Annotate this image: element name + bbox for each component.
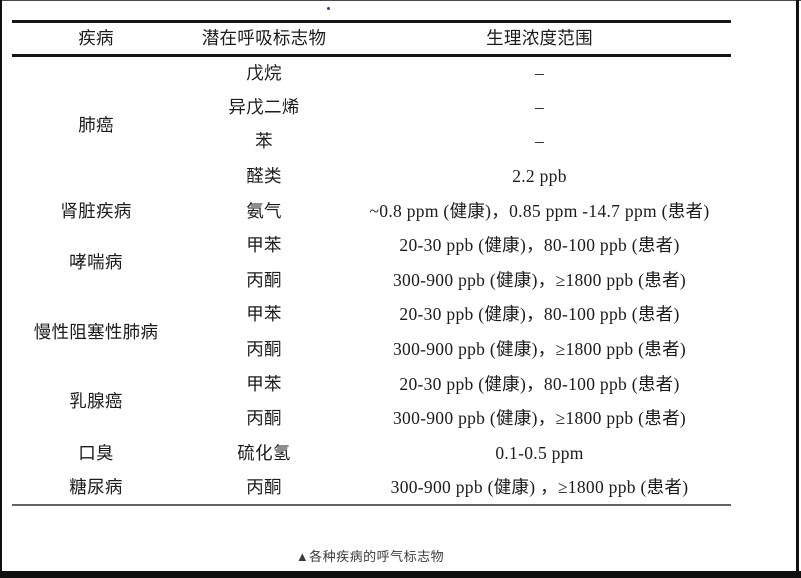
table-row: 口臭 硫化氢 0.1-0.5 ppm <box>12 436 731 471</box>
disease-cell: 慢性阻塞性肺病 <box>33 321 159 342</box>
marker-cell: 丙酮 <box>246 269 282 290</box>
marker-cell: 苯 <box>255 131 273 152</box>
disease-cell: 糖尿病 <box>69 476 123 497</box>
page-border-bottom <box>0 571 801 578</box>
marker-cell: 甲苯 <box>246 373 282 394</box>
disease-cell: 乳腺癌 <box>69 390 123 411</box>
disease-cell: 肾脏疾病 <box>60 200 132 221</box>
breath-markers-table-body: 肺癌 戊烷 – 异戊二烯 – 苯 – 醛类 2.2 ppb 肾脏疾病 氨气 ~0.8 ppm (健康)… <box>12 56 731 506</box>
table-row: 肾脏疾病 氨气 ~0.8 ppm (健康)，0.85 ppm -14.7 ppm (… <box>12 194 731 229</box>
marker-cell: 异戊二烯 <box>228 96 300 117</box>
scan-artifact-dot <box>327 7 330 10</box>
range-cell: 300-900 ppb (健康)，≥1800 ppb (患者) <box>392 408 687 429</box>
table-row: 乳腺癌 甲苯 20-30 ppb (健康)，80-100 ppb (患者) <box>12 367 731 410</box>
page-border-left <box>0 0 2 578</box>
marker-cell: 硫化氢 <box>237 442 291 463</box>
marker-cell: 甲苯 <box>246 235 282 256</box>
range-cell: – <box>534 62 545 83</box>
marker-cell: 甲苯 <box>246 304 282 325</box>
marker-cell: 氨气 <box>246 200 282 221</box>
table-row: 醛类 2.2 ppb <box>12 159 731 194</box>
range-cell: 300-900 ppb (健康)，≥1800 ppb (患者) <box>392 338 687 359</box>
column-header-marker: 潜在呼吸标志物 <box>180 21 348 57</box>
table-row: 苯 – <box>12 125 731 160</box>
disease-cell: 肺癌 <box>78 114 114 135</box>
table-row: 丙酮 300-900 ppb (健康)，≥1800 ppb (患者) <box>12 332 731 367</box>
table-row: 糖尿病 丙酮 300-900 ppb (健康) ，≥1800 ppb (患者) <box>12 471 731 506</box>
range-cell: 300-900 ppb (健康)，≥1800 ppb (患者) <box>392 269 687 290</box>
header-row: 疾病 潜在呼吸标志物 生理浓度范围 <box>12 21 731 57</box>
page-border-right <box>796 0 799 578</box>
table-caption: ▲各种疾病的呼气标志物 <box>295 549 445 564</box>
range-cell: – <box>534 96 545 117</box>
range-cell: 2.2 ppb <box>512 165 567 186</box>
column-header-disease: 疾病 <box>12 21 180 57</box>
marker-cell: 丙酮 <box>246 476 282 497</box>
table-row: 肺癌 戊烷 – <box>12 56 731 134</box>
range-cell: ~0.8 ppm (健康)，0.85 ppm -14.7 ppm (患者) <box>369 200 710 221</box>
range-cell: 20-30 ppb (健康)，80-100 ppb (患者) <box>399 373 680 394</box>
breath-markers-table: 疾病 潜在呼吸标志物 生理浓度范围 肺癌 戊烷 – 异戊二烯 – 苯 – 醛类 2.2 ppb 肾… <box>12 20 731 507</box>
marker-cell: 戊烷 <box>246 62 282 83</box>
range-cell: 300-900 ppb (健康) ，≥1800 ppb (患者) <box>390 476 689 497</box>
table-row: 丙酮 300-900 ppb (健康)，≥1800 ppb (患者) <box>12 263 731 298</box>
table-row: 慢性阻塞性肺病 甲苯 20-30 ppb (健康)，80-100 ppb (患者) <box>12 298 731 341</box>
column-header-range: 生理浓度范围 <box>348 21 731 57</box>
marker-cell: 丙酮 <box>246 408 282 429</box>
marker-cell: 丙酮 <box>246 338 282 359</box>
marker-cell: 醛类 <box>246 165 282 186</box>
range-cell: 20-30 ppb (健康)，80-100 ppb (患者) <box>399 235 680 256</box>
range-cell: 20-30 ppb (健康)，80-100 ppb (患者) <box>399 304 680 325</box>
table-row: 哮喘病 甲苯 20-30 ppb (健康)，80-100 ppb (患者) <box>12 228 731 272</box>
range-cell: 0.1-0.5 ppm <box>495 442 584 463</box>
range-cell: – <box>534 131 545 152</box>
disease-cell: 口臭 <box>78 442 114 463</box>
disease-cell: 哮喘病 <box>69 252 123 273</box>
page-border-top <box>0 0 801 1</box>
table-row: 异戊二烯 – <box>12 90 731 125</box>
table-row: 丙酮 300-900 ppb (健康)，≥1800 ppb (患者) <box>12 401 731 436</box>
